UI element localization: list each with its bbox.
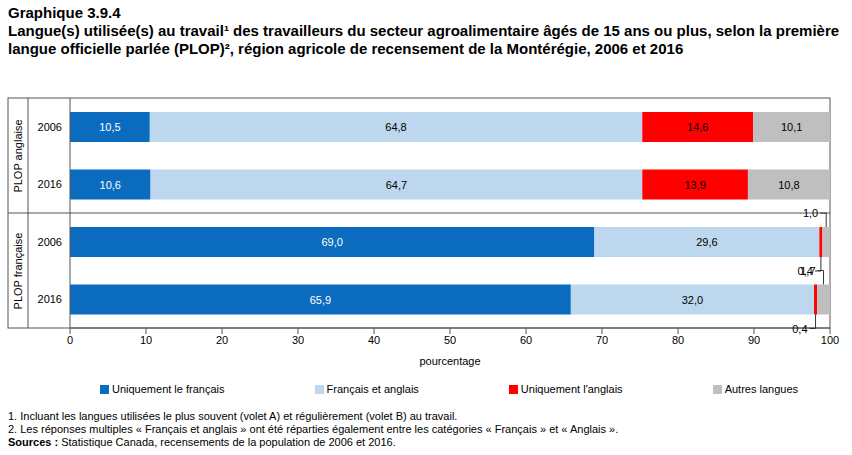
html-text:Autres langues: Autres langues	[724, 383, 798, 395]
svg-text:70: 70	[596, 334, 608, 346]
svg-text:60: 60	[520, 334, 532, 346]
svg-text:10,1: 10,1	[781, 121, 802, 133]
html-text:PLOP française: PLOP française	[12, 232, 24, 309]
svg-text:13,9: 13,9	[684, 179, 705, 191]
svg-text:2016: 2016	[38, 178, 62, 190]
html-text:Graphique 3.9.4: Graphique 3.9.4	[8, 4, 121, 21]
html-text:Uniquement le français: Uniquement le français	[112, 383, 225, 395]
svg-text:10,6: 10,6	[100, 179, 121, 191]
svg-text:90: 90	[748, 334, 760, 346]
svg-text:0,4: 0,4	[792, 323, 807, 335]
html-text:pourcentage: pourcentage	[419, 355, 481, 367]
html-text:PLOP anglaise: PLOP anglaise	[12, 118, 24, 193]
svg-text:69,0: 69,0	[321, 236, 342, 248]
svg-text:2006: 2006	[38, 236, 62, 248]
svg-text:50: 50	[444, 334, 456, 346]
svg-text:10: 10	[140, 334, 152, 346]
html-text:Sources : Statistique Canada,: Sources : Statistique Canada, recensemen…	[8, 436, 396, 448]
svg-text:32,0: 32,0	[682, 294, 703, 306]
svg-text:1,7: 1,7	[800, 265, 815, 277]
svg-text:29,6: 29,6	[696, 236, 717, 248]
html-text:2. Les réponses multiples « Fr: 2. Les réponses multiples « Français et …	[8, 423, 619, 435]
svg-text:30: 30	[292, 334, 304, 346]
svg-text:64,7: 64,7	[386, 179, 407, 191]
svg-text:40: 40	[368, 334, 380, 346]
svg-text:64,8: 64,8	[385, 121, 406, 133]
svg-text:65,9: 65,9	[310, 294, 331, 306]
svg-text:80: 80	[672, 334, 684, 346]
svg-text:14,6: 14,6	[687, 121, 708, 133]
svg-text:10,5: 10,5	[99, 121, 120, 133]
svg-text:0: 0	[67, 334, 73, 346]
svg-text:100: 100	[821, 334, 839, 346]
svg-text:1,0: 1,0	[803, 207, 818, 219]
svg-text:20: 20	[216, 334, 228, 346]
svg-text:10,8: 10,8	[778, 179, 799, 191]
html-text:1. Incluant les langues utilis: 1. Incluant les langues utilisées le plu…	[8, 410, 458, 422]
svg-text:2006: 2006	[38, 121, 62, 133]
svg-text:2016: 2016	[38, 293, 62, 305]
html-text:Uniquement l'anglais: Uniquement l'anglais	[520, 383, 623, 395]
html-text:Français et anglais: Français et anglais	[326, 383, 419, 395]
html-text:Langue(s) utilisée(s) au trava: Langue(s) utilisée(s) au travail¹ des tr…	[8, 22, 840, 57]
